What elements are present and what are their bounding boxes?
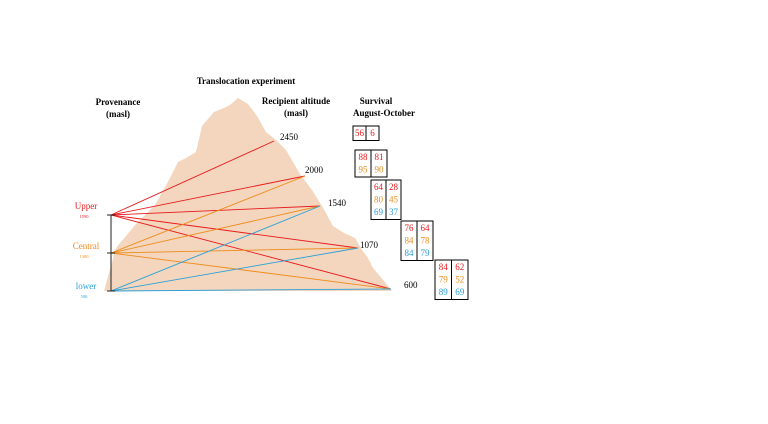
survival-value-2000-row0-b: 81 (375, 152, 384, 162)
survival-value-1070-row2-b: 79 (421, 248, 431, 258)
survival-value-1540-row0-b: 28 (389, 182, 399, 192)
provenance-altitude-central: 1300 (80, 254, 90, 259)
provenance-labels: Upper 1590 Central 1300 lower 590 (73, 201, 115, 299)
survival-value-600-row0-b: 62 (455, 262, 464, 272)
survival-value-600-row1-b: 52 (455, 275, 464, 285)
line-lower-to-1540 (110, 205, 321, 292)
survival-value-600-row2-a: 89 (439, 287, 449, 297)
line-upper-to-2000 (110, 175, 306, 216)
line-central-to-1070 (110, 247, 359, 254)
survival-value-1540-row0-a: 64 (374, 182, 384, 192)
survival-table-2450: 56 6 (352, 125, 380, 141)
survival-value-600-row1-a: 79 (439, 275, 449, 285)
survival-value-1540-row1-b: 45 (389, 195, 399, 205)
survival-value-2000-row1-b: 90 (375, 165, 385, 175)
survival-value-1070-row0-b: 64 (421, 223, 431, 233)
survival-table-1540: 64 28 80 45 69 37 (370, 179, 402, 220)
survival-value-1070-row1-a: 84 (405, 236, 415, 246)
recipient-unit: (masl) (284, 108, 308, 118)
line-upper-to-600 (110, 214, 392, 290)
provenance-altitude-lower: 590 (81, 294, 89, 299)
survival-value-1540-row1-a: 80 (374, 195, 384, 205)
survival-value-600-row0-a: 84 (439, 262, 449, 272)
survival-value-1540-row2-b: 37 (389, 207, 399, 217)
provenance-label-upper: Upper (75, 201, 98, 211)
translocation-lines (110, 140, 392, 292)
survival-value-1540-row2-a: 69 (374, 207, 384, 217)
survival-table-1070: 76 64 84 78 84 79 (400, 220, 434, 261)
provenance-header: Provenance (96, 97, 141, 107)
site-label-600: 600 (404, 280, 418, 290)
line-lower-to-1070 (110, 247, 359, 292)
survival-value-1070-row1-b: 78 (421, 236, 431, 246)
survival-value-600-row2-b: 69 (455, 287, 465, 297)
survival-value-2000-row0-a: 88 (359, 152, 369, 162)
site-labels: 2450 2000 1540 1070 600 (280, 132, 418, 290)
site-label-2000: 2000 (305, 165, 324, 175)
line-upper-to-1070 (110, 214, 359, 249)
survival-table-600: 84 62 79 52 89 69 (434, 259, 469, 300)
provenance-label-lower: lower (76, 281, 97, 291)
line-upper-to-1540 (110, 205, 321, 216)
line-central-to-1540 (110, 205, 321, 254)
survival-value-2450-row0-b: 6 (370, 128, 375, 138)
site-label-2450: 2450 (280, 132, 299, 142)
mountain-silhouette (104, 98, 392, 291)
provenance-altitude-upper: 1590 (80, 214, 90, 219)
site-label-1540: 1540 (328, 198, 347, 208)
line-upper-to-2450 (110, 140, 275, 216)
survival-period: August-October (353, 108, 415, 118)
line-central-to-2000 (110, 175, 306, 254)
line-central-to-600 (110, 252, 392, 290)
survival-value-2000-row1-a: 95 (359, 165, 369, 175)
survival-tables: 56 6 88 81 95 90 64 28 80 45 69 37 76 64 84 78 84 79 84 62 7… (352, 125, 469, 300)
provenance-unit: (masl) (106, 109, 130, 119)
recipient-header: Recipient altitude (262, 96, 330, 106)
diagram-title: Translocation experiment (197, 76, 296, 86)
survival-value-1070-row2-a: 84 (405, 248, 415, 258)
survival-header: Survival (360, 96, 393, 106)
provenance-label-central: Central (73, 241, 100, 251)
survival-value-1070-row0-a: 76 (405, 223, 415, 233)
line-lower-to-600 (110, 288, 392, 292)
survival-value-2450-row0-a: 56 (355, 128, 365, 138)
survival-table-2000: 88 81 95 90 (354, 149, 388, 178)
site-label-1070: 1070 (360, 240, 379, 250)
